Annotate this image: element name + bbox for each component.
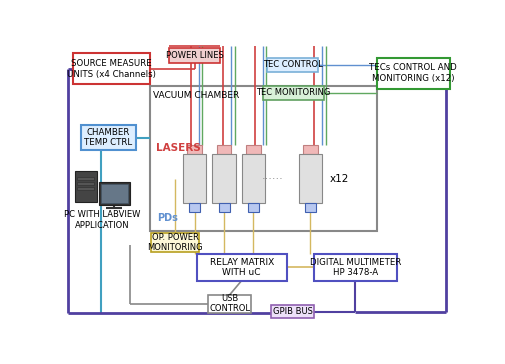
Text: GPIB BUS: GPIB BUS bbox=[272, 307, 312, 316]
FancyBboxPatch shape bbox=[298, 154, 322, 203]
Text: TEC CONTROL: TEC CONTROL bbox=[262, 60, 322, 69]
FancyBboxPatch shape bbox=[81, 125, 135, 150]
Text: POWER LINES: POWER LINES bbox=[166, 51, 223, 60]
FancyBboxPatch shape bbox=[189, 203, 199, 212]
FancyBboxPatch shape bbox=[196, 254, 286, 281]
Text: OP. POWER
MONITORING: OP. POWER MONITORING bbox=[147, 233, 203, 252]
Text: DIGITAL MULTIMETER
HP 3478-A: DIGITAL MULTIMETER HP 3478-A bbox=[309, 257, 400, 277]
FancyBboxPatch shape bbox=[212, 154, 235, 203]
FancyBboxPatch shape bbox=[208, 294, 251, 313]
FancyBboxPatch shape bbox=[247, 203, 259, 212]
FancyBboxPatch shape bbox=[182, 154, 206, 203]
FancyBboxPatch shape bbox=[302, 145, 317, 154]
FancyBboxPatch shape bbox=[100, 185, 128, 203]
FancyBboxPatch shape bbox=[77, 187, 93, 190]
FancyBboxPatch shape bbox=[314, 254, 396, 281]
Text: CHAMBER
TEMP CTRL: CHAMBER TEMP CTRL bbox=[84, 128, 132, 147]
FancyBboxPatch shape bbox=[267, 58, 318, 72]
FancyBboxPatch shape bbox=[241, 154, 265, 203]
FancyBboxPatch shape bbox=[75, 171, 96, 202]
FancyBboxPatch shape bbox=[187, 145, 201, 154]
FancyBboxPatch shape bbox=[263, 86, 323, 100]
Text: USB
CONTROL: USB CONTROL bbox=[209, 294, 250, 313]
Text: LASERS: LASERS bbox=[156, 143, 200, 153]
FancyBboxPatch shape bbox=[151, 233, 198, 253]
FancyBboxPatch shape bbox=[77, 177, 93, 179]
FancyBboxPatch shape bbox=[245, 145, 261, 154]
Text: RELAY MATRIX
WITH uC: RELAY MATRIX WITH uC bbox=[209, 257, 273, 277]
Text: ......: ...... bbox=[262, 171, 283, 181]
Text: TEC MONITORING: TEC MONITORING bbox=[256, 88, 330, 97]
FancyBboxPatch shape bbox=[98, 182, 130, 205]
Text: PDs: PDs bbox=[157, 213, 178, 223]
Text: VACUUM CHAMBER: VACUUM CHAMBER bbox=[153, 91, 238, 100]
FancyBboxPatch shape bbox=[218, 203, 229, 212]
FancyBboxPatch shape bbox=[216, 145, 231, 154]
FancyBboxPatch shape bbox=[271, 305, 314, 318]
FancyBboxPatch shape bbox=[304, 203, 315, 212]
Text: PC WITH LABVIEW
APPLICATION: PC WITH LABVIEW APPLICATION bbox=[64, 210, 140, 230]
FancyBboxPatch shape bbox=[376, 58, 448, 88]
Text: x12: x12 bbox=[329, 174, 348, 184]
Text: SOURCE MEASURE
UNITS (x4 Channels): SOURCE MEASURE UNITS (x4 Channels) bbox=[67, 59, 156, 79]
FancyBboxPatch shape bbox=[73, 54, 149, 84]
Text: TECs CONTROL AND
MONITORING (x12): TECs CONTROL AND MONITORING (x12) bbox=[369, 63, 456, 83]
FancyBboxPatch shape bbox=[77, 182, 93, 185]
FancyBboxPatch shape bbox=[169, 48, 220, 63]
